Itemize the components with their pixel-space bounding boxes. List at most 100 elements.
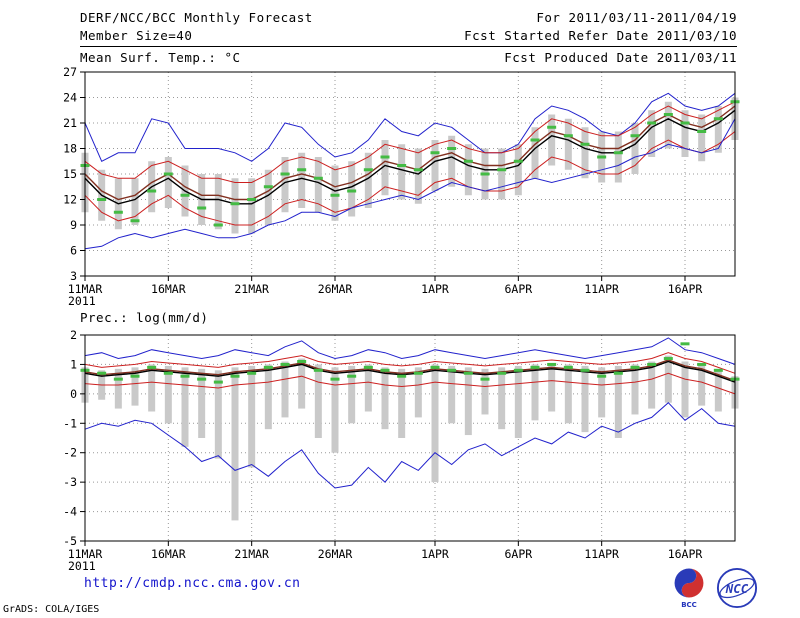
y-tick-label: 0 [70, 387, 77, 401]
ensemble-spread-bars [531, 127, 539, 179]
ensemble-spread-bars [414, 148, 422, 204]
ensemble-spread-bars [431, 364, 439, 483]
ensemble-spread-bars [248, 178, 256, 234]
obs-dashes [480, 377, 490, 381]
y-tick-label: 1 [70, 357, 77, 371]
ensemble-spread-bars [314, 157, 322, 213]
ensemble-spread-bars [298, 152, 306, 208]
logo-group: BCC NCC [672, 566, 758, 609]
y-tick-label: 9 [70, 218, 77, 232]
obs-dashes [363, 365, 373, 369]
ensemble-spread-bars [131, 178, 139, 225]
member-size-label: Member Size=40 [80, 28, 193, 43]
x-tick-label: 16MAR [151, 547, 186, 561]
obs-dashes [230, 374, 240, 378]
ensemble-spread-bars [648, 110, 656, 157]
fcst-produced-date-label: Fcst Produced Date 2011/03/11 [504, 50, 737, 65]
precipitation-chart: -5 -4 -3 -2 -1 0 1 2 11MAR 16MAR 21MAR 26MAR 1APR 6AP… [63, 328, 740, 573]
obs-dashes [613, 371, 623, 375]
obs-dashes [213, 223, 223, 227]
ensemble-spread-bars [248, 365, 256, 468]
ensemble-min-line [84, 118, 736, 250]
ensemble-spread-bars [448, 135, 456, 187]
ensemble-spread-bars [714, 370, 722, 412]
obs-dashes [463, 371, 473, 375]
ensemble-spread-bars [398, 368, 406, 438]
y-tick-label: 2 [70, 328, 77, 342]
obs-dashes [547, 125, 557, 129]
obs-dashes [580, 142, 590, 146]
obs-dashes [597, 155, 607, 159]
obs-dashes [380, 368, 390, 372]
obs-dashes [247, 198, 257, 201]
ensemble-spread-bars [231, 178, 239, 234]
control-run-line [84, 105, 736, 201]
y-tick-label: 15 [63, 167, 77, 181]
ensemble-spread-bars [164, 157, 172, 208]
ensemble-min-line [84, 402, 736, 489]
obs-dashes [97, 198, 107, 201]
ensemble-spread-bars [114, 368, 122, 409]
ensemble-spread-bars [648, 361, 656, 409]
prec-panel-title: Prec.: log(mm/d) [80, 310, 209, 325]
ensemble-spread-bars [698, 114, 706, 162]
upper-quartile-line [84, 101, 736, 183]
ensemble-spread-bars [531, 364, 539, 421]
ensemble-spread-bars [514, 144, 522, 196]
obs-dashes [647, 362, 657, 366]
obs-dashes [230, 202, 240, 206]
upper-quartile-line [84, 352, 736, 374]
obs-dashes [280, 172, 290, 176]
bcc-logo-label: BCC [681, 601, 697, 609]
ensemble-spread-bars [581, 127, 589, 179]
x-tick-label: 11MAR [68, 282, 103, 296]
ensemble-spread-bars [681, 361, 689, 418]
ensemble-spread-bars [631, 364, 639, 415]
ensemble-spread-bars [398, 144, 406, 200]
obs-dashes [330, 377, 340, 381]
ensemble-spread-bars [448, 365, 456, 424]
obs-dashes [263, 365, 273, 369]
obs-dashes [263, 185, 273, 189]
obs-dashes [97, 371, 107, 375]
ensemble-spread-bars [664, 101, 672, 149]
ensemble-spread-bars [598, 367, 606, 418]
x-tick-label: 11APR [584, 282, 619, 296]
obs-dashes [247, 371, 257, 375]
obs-dashes [130, 219, 140, 223]
x-tick-label: 21MAR [234, 547, 269, 561]
ensemble-spread-bars [564, 118, 572, 170]
obs-dashes [330, 193, 340, 197]
x-tick-label: 21MAR [234, 282, 269, 296]
obs-dashes [597, 374, 607, 378]
obs-dashes [130, 374, 140, 378]
ensemble-spread-bars [131, 367, 139, 406]
ensemble-spread-bars [164, 365, 172, 424]
ensemble-spread-bars [548, 362, 556, 412]
ncc-logo-icon: NCC [716, 567, 758, 609]
obs-dashes [630, 134, 640, 138]
ensemble-spread-bars [464, 144, 472, 196]
y-tick-label: -1 [63, 416, 77, 430]
ensemble-spread-bars [381, 140, 389, 196]
obs-dashes [313, 368, 323, 372]
obs-dashes [113, 377, 123, 381]
ensemble-mean-line [84, 360, 736, 383]
plot-border [84, 334, 736, 542]
svg-text:NCC: NCC [725, 581, 749, 596]
obs-dashes [313, 176, 323, 180]
y-tick-label: -3 [63, 475, 77, 489]
page-title: DERF/NCC/BCC Monthly Forecast [80, 10, 313, 25]
obs-dashes [147, 189, 157, 193]
ensemble-max-line [84, 337, 736, 365]
ensemble-spread-bars [548, 114, 556, 166]
ensemble-spread-bars [298, 358, 306, 409]
ensemble-spread-bars [214, 370, 222, 459]
obs-dashes [430, 151, 440, 155]
obs-dashes [680, 121, 690, 125]
obs-dashes [197, 377, 207, 381]
x-tick-label: 1APR [421, 282, 449, 296]
x-tick-label: 1APR [421, 547, 449, 561]
website-link[interactable]: http://cmdp.ncc.cma.gov.cn [84, 576, 301, 591]
obs-dashes [663, 113, 673, 116]
